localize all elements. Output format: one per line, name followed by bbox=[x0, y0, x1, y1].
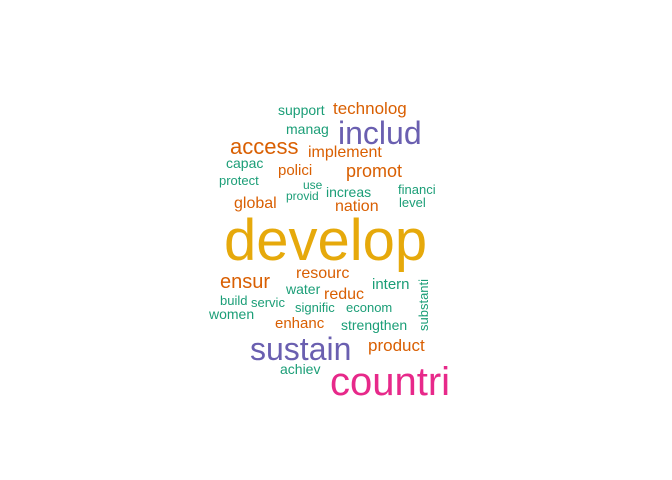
word-achiev: achiev bbox=[280, 361, 321, 377]
word-protect: protect bbox=[219, 173, 259, 188]
word-ensur: ensur bbox=[220, 271, 271, 293]
word-access: access bbox=[230, 134, 299, 159]
word-servic: servic bbox=[251, 295, 285, 310]
word-build: build bbox=[220, 293, 248, 308]
word-technolog: technolog bbox=[333, 99, 407, 118]
word-signific: signific bbox=[295, 300, 335, 315]
word-increas: increas bbox=[326, 184, 372, 200]
word-global: global bbox=[234, 195, 277, 212]
word-substanti: substanti bbox=[416, 278, 431, 331]
word-support: support bbox=[278, 102, 325, 118]
word-polici: polici bbox=[278, 162, 313, 179]
word-countri: countri bbox=[330, 360, 451, 404]
word-provid: provid bbox=[286, 189, 319, 203]
word-implement: implement bbox=[308, 144, 382, 161]
word-women: women bbox=[209, 306, 255, 322]
word-includ: includ bbox=[338, 115, 422, 151]
word-sustain: sustain bbox=[250, 331, 352, 367]
word-strengthen: strengthen bbox=[341, 317, 408, 333]
word-enhanc: enhanc bbox=[275, 315, 325, 332]
word-nation: nation bbox=[335, 198, 379, 215]
word-use: use bbox=[303, 178, 323, 192]
word-manag: manag bbox=[286, 121, 329, 137]
word-product: product bbox=[368, 336, 425, 355]
word-econom: econom bbox=[346, 300, 393, 315]
word-reduc: reduc bbox=[324, 286, 365, 303]
word-water: water bbox=[286, 281, 321, 297]
word-promot: promot bbox=[346, 161, 403, 181]
word-financi: financi bbox=[398, 182, 436, 197]
word-resourc: resourc bbox=[296, 265, 350, 282]
word-capac: capac bbox=[226, 155, 264, 171]
word-develop: develop bbox=[224, 208, 428, 273]
word-level: level bbox=[399, 195, 426, 210]
word-intern: intern bbox=[372, 276, 410, 293]
